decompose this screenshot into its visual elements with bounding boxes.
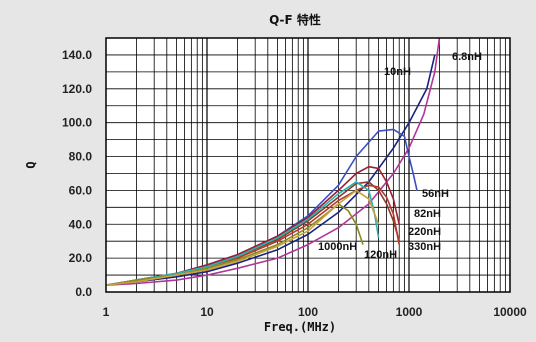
- y-tick-label: 100.0: [62, 116, 92, 130]
- x-tick-label: 100: [298, 305, 318, 319]
- x-tick-label: 1: [103, 305, 110, 319]
- y-tick-label: 40.0: [69, 217, 93, 231]
- series-line: [105, 54, 436, 286]
- series-label: 1000nH: [318, 241, 357, 253]
- series-line: [105, 181, 380, 286]
- x-tick-labels: 1 10 100 1000 10000: [103, 305, 527, 319]
- y-tick-label: 60.0: [69, 183, 93, 197]
- chart-title: Q-F 特性: [269, 12, 321, 27]
- series-line: [105, 189, 380, 286]
- x-tick-label: 10000: [493, 305, 527, 319]
- y-tick-label: 120.0: [62, 82, 92, 96]
- y-tick-labels: 0.0 20.0 40.0 60.0 80.0 100.0 120.0 140.0: [62, 48, 92, 299]
- x-axis-label: Freq.(MHz): [264, 320, 336, 334]
- plot-border: [105, 37, 511, 293]
- y-tick-label: 80.0: [69, 150, 93, 164]
- y-axis-label: Q: [24, 161, 38, 168]
- y-tick-label: 20.0: [69, 251, 93, 265]
- series-lines: [105, 37, 441, 286]
- series-label: 330nH: [408, 241, 441, 253]
- series-line: [105, 37, 441, 286]
- x-tick-label: 1000: [396, 305, 423, 319]
- x-tick-label: 10: [200, 305, 214, 319]
- y-tick-label: 0.0: [75, 285, 92, 299]
- series-label: 120nH: [364, 249, 397, 261]
- series-label: 10nH: [384, 66, 411, 78]
- y-tick-label: 140.0: [62, 48, 92, 62]
- series-label: 220nH: [408, 226, 441, 238]
- series-label: 82nH: [414, 208, 441, 220]
- series-labels: 6.8nH 10nH 56nH 82nH 220nH 330nH 120nH 1000nH: [318, 51, 482, 261]
- series-label: 6.8nH: [452, 51, 482, 63]
- series-label: 56nH: [422, 188, 449, 200]
